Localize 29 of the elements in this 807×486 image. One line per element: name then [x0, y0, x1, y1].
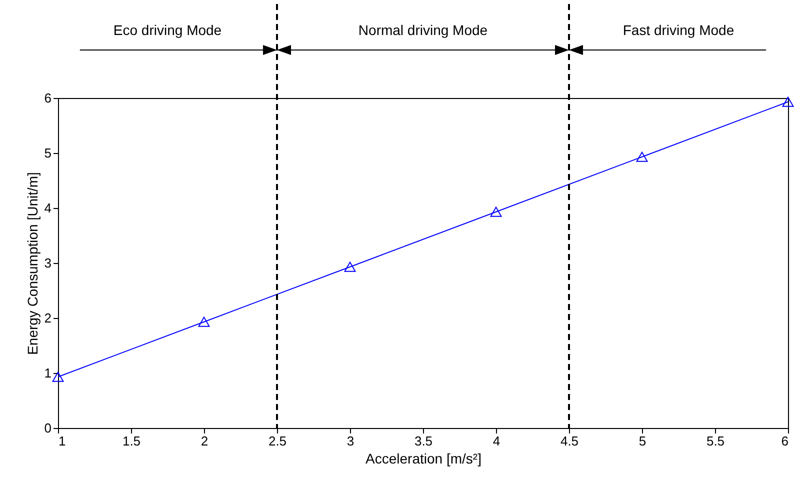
x-axis-title: Acceleration [m/s²] [366, 450, 482, 466]
x-tick-label: 1 [58, 434, 66, 448]
point [344, 262, 356, 272]
y-tick-label: 3 [44, 256, 52, 270]
text: Eco driving Mode [113, 22, 222, 38]
x-tick-label: 6 [781, 434, 788, 448]
y-tick-label: 1 [44, 366, 52, 380]
x-tick-label: 5.5 [706, 434, 725, 448]
y-tick-label: 6 [44, 90, 52, 106]
y-tick-label: 5 [44, 146, 52, 160]
x-tick-label: 4.5 [560, 434, 579, 448]
text: Normal driving Mode [358, 22, 488, 38]
point [52, 372, 64, 382]
x-tick-label: 4 [492, 434, 500, 448]
text: Fast driving Mode [622, 22, 734, 38]
x-tick-label: 5 [638, 434, 646, 448]
point [198, 316, 210, 327]
x-tick-label: 1.5 [122, 434, 141, 448]
x-tick-label: 3.5 [414, 434, 433, 448]
y-tick-label: 0 [44, 420, 52, 436]
point [490, 206, 502, 217]
x-tick-label: 2 [200, 434, 208, 448]
x-tick-label: 2.5 [268, 434, 287, 448]
y-tick-label: 4 [44, 200, 52, 216]
point [782, 96, 794, 107]
x-tick-label: 3 [346, 434, 354, 448]
y-tick-label: 2 [44, 310, 52, 326]
point [636, 152, 648, 162]
y-axis-title: Energy Consumption [Unit/m] [24, 172, 40, 355]
